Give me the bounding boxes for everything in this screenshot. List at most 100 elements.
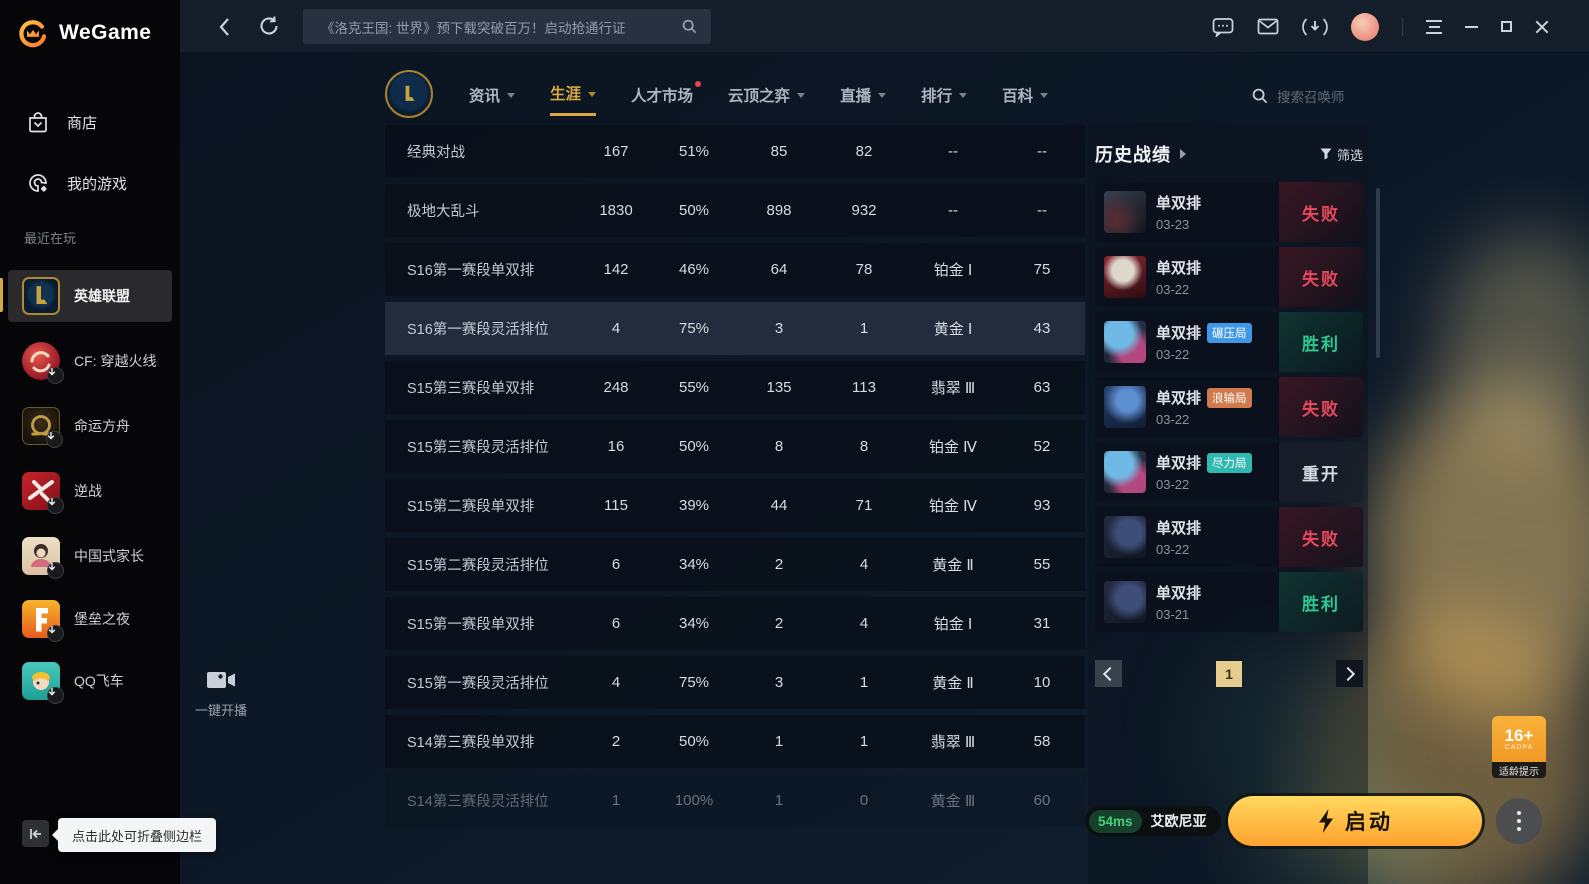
table-row[interactable]: S15第一赛段灵活排位 4 75% 3 1 黄金 Ⅱ 10: [385, 656, 1085, 709]
match-tag-badge: 碾压局: [1207, 322, 1252, 343]
table-row-dimmed[interactable]: S14第三赛段灵活排位 1 100% 1 0 黄金 Ⅲ 60: [385, 774, 1085, 827]
champion-avatar: [1104, 191, 1146, 233]
match-row[interactable]: 单双排 碾压局 03-22 胜利: [1095, 312, 1363, 372]
sidebar: WeGame 商店 我的游戏 最近在玩: [0, 0, 180, 884]
tab-talent-market[interactable]: 人才市场: [631, 80, 702, 115]
collapse-sidebar-icon: [29, 828, 41, 839]
chevron-down-icon: [507, 93, 516, 98]
download-badge-icon: [47, 625, 64, 642]
downloads-button[interactable]: [1302, 17, 1328, 37]
table-row[interactable]: 经典对战 167 51% 85 82 -- --: [385, 125, 1085, 178]
prev-page-button[interactable]: [1095, 660, 1122, 687]
minimize-button[interactable]: [1465, 25, 1478, 28]
titlebar-divider: [1402, 17, 1403, 36]
chevron-down-icon: [959, 93, 968, 98]
tab-tft[interactable]: 云顶之弈: [728, 84, 806, 115]
match-row[interactable]: 单双排 03-21 胜利: [1095, 572, 1363, 632]
match-row[interactable]: 单双排 浪输局 03-22 失败: [1095, 377, 1363, 437]
match-tag-badge: 尽力局: [1207, 452, 1252, 473]
match-history-panel: 历史战绩 筛选 单双排 03-23 失败 单双排 03-2: [1095, 141, 1363, 637]
chat-icon: [1212, 17, 1234, 37]
summoner-search-input[interactable]: 搜索召唤师: [1252, 86, 1345, 106]
table-row[interactable]: S15第一赛段单双排 6 34% 2 4 铂金 Ⅰ 31: [385, 597, 1085, 650]
refresh-button[interactable]: [258, 15, 280, 37]
active-game-indicator: [0, 278, 3, 312]
global-search-box[interactable]: 《洛克王国: 世界》预下载突破百万！启动抢通行证: [303, 9, 711, 44]
sidebar-game-nz[interactable]: 逆战: [8, 465, 172, 517]
cf-game-icon: [22, 342, 64, 384]
tab-career[interactable]: 生涯: [550, 82, 597, 116]
age-rating: 16+: [1504, 726, 1534, 745]
server-ping-pill[interactable]: 54ms 艾欧尼亚: [1085, 806, 1221, 836]
search-icon: [1252, 88, 1268, 104]
menu-icon: [1426, 19, 1442, 22]
lol-page-logo[interactable]: [385, 70, 433, 118]
table-row[interactable]: S15第三赛段单双排 248 55% 135 113 翡翠 Ⅲ 63: [385, 361, 1085, 414]
collapse-sidebar-button[interactable]: [22, 820, 49, 847]
match-result: 胜利: [1279, 312, 1363, 372]
user-avatar[interactable]: [1351, 12, 1379, 41]
lol-nav-tabs: 资讯 生涯 人才市场 云顶之弈 直播 排行: [469, 80, 1049, 116]
filter-button[interactable]: 筛选: [1320, 145, 1363, 164]
history-scrollbar[interactable]: [1376, 188, 1380, 358]
sidebar-game-lol[interactable]: 英雄联盟: [8, 270, 172, 322]
match-row[interactable]: 单双排 03-22 失败: [1095, 507, 1363, 567]
sidebar-game-cf[interactable]: CF: 穿越火线: [8, 335, 172, 387]
notification-dot: [695, 80, 702, 87]
sidebar-game-fortnite[interactable]: 堡垒之夜: [8, 593, 172, 645]
age-rating-badge[interactable]: 16+ CADPA 适龄提示: [1492, 716, 1546, 778]
sidebar-item-my-games[interactable]: 我的游戏: [0, 163, 180, 203]
wegame-logo[interactable]: WeGame: [16, 16, 152, 50]
table-row[interactable]: S15第二赛段单双排 115 39% 44 71 铂金 Ⅳ 93: [385, 479, 1085, 532]
messages-button[interactable]: [1212, 17, 1234, 37]
table-row[interactable]: S15第三赛段灵活排位 16 50% 8 8 铂金 Ⅳ 52: [385, 420, 1085, 473]
sidebar-item-store[interactable]: 商店: [0, 102, 180, 142]
wegame-logo-icon: [16, 16, 50, 50]
back-icon: [219, 18, 229, 36]
download-icon: [1302, 17, 1328, 36]
minimize-icon: [1465, 25, 1478, 28]
lol-game-icon: [22, 277, 60, 315]
sidebar-game-lostark[interactable]: 命运方舟: [8, 400, 172, 452]
sidebar-game-parents[interactable]: 中国式家长: [8, 530, 172, 582]
expand-history-icon[interactable]: [1180, 149, 1186, 159]
main-menu-button[interactable]: [1426, 19, 1442, 34]
table-row[interactable]: 极地大乱斗 1830 50% 898 932 -- --: [385, 184, 1085, 237]
match-row[interactable]: 单双排 03-23 失败: [1095, 182, 1363, 242]
maximize-button[interactable]: [1501, 21, 1512, 32]
kebab-icon: [1517, 811, 1521, 815]
table-row[interactable]: S14第三赛段单双排 2 50% 1 1 翡翠 Ⅲ 58: [385, 715, 1085, 768]
chinese-parents-game-icon: [22, 537, 64, 579]
download-badge-icon: [47, 562, 64, 579]
tab-ranking[interactable]: 排行: [921, 84, 968, 115]
stream-label: 一键开播: [194, 703, 247, 718]
one-click-stream-button[interactable]: 一键开播: [188, 668, 254, 719]
table-row-highlighted[interactable]: S16第一赛段灵活排位 4 75% 3 1 黄金 Ⅰ 43: [385, 302, 1085, 355]
launch-game-button[interactable]: 启动: [1228, 796, 1482, 846]
next-page-button[interactable]: [1336, 660, 1363, 687]
back-button[interactable]: [218, 17, 230, 37]
chevron-down-icon: [1040, 93, 1049, 98]
champion-avatar: [1104, 451, 1146, 493]
table-row[interactable]: S15第二赛段灵活排位 6 34% 2 4 黄金 Ⅱ 55: [385, 538, 1085, 591]
tab-wiki[interactable]: 百科: [1002, 84, 1049, 115]
search-promo-text: 《洛克王国: 世界》预下载突破百万！启动抢通行证: [321, 20, 626, 36]
chevron-down-icon: [878, 93, 887, 98]
download-badge-icon: [47, 687, 64, 704]
chevron-down-icon: [797, 93, 806, 98]
age-hint: 适龄提示: [1499, 766, 1539, 778]
close-button[interactable]: [1535, 20, 1549, 34]
collapse-tooltip: 点击此处可折叠侧边栏: [51, 818, 217, 852]
current-page-button[interactable]: 1: [1216, 660, 1242, 687]
sidebar-game-qqspeed[interactable]: QQ飞车: [8, 655, 172, 707]
tab-news[interactable]: 资讯: [469, 84, 516, 115]
mail-button[interactable]: [1257, 18, 1279, 35]
tab-live[interactable]: 直播: [840, 84, 887, 115]
lostark-game-icon: [22, 407, 63, 448]
match-row[interactable]: 单双排 03-22 失败: [1095, 247, 1363, 307]
table-row[interactable]: S16第一赛段单双排 142 46% 64 78 铂金 Ⅰ 75: [385, 243, 1085, 296]
match-result: 失败: [1279, 182, 1363, 242]
match-row[interactable]: 单双排 尽力局 03-22 重开: [1095, 442, 1363, 502]
sidebar-item-label: 商店: [67, 114, 98, 132]
more-options-button[interactable]: [1496, 798, 1542, 844]
